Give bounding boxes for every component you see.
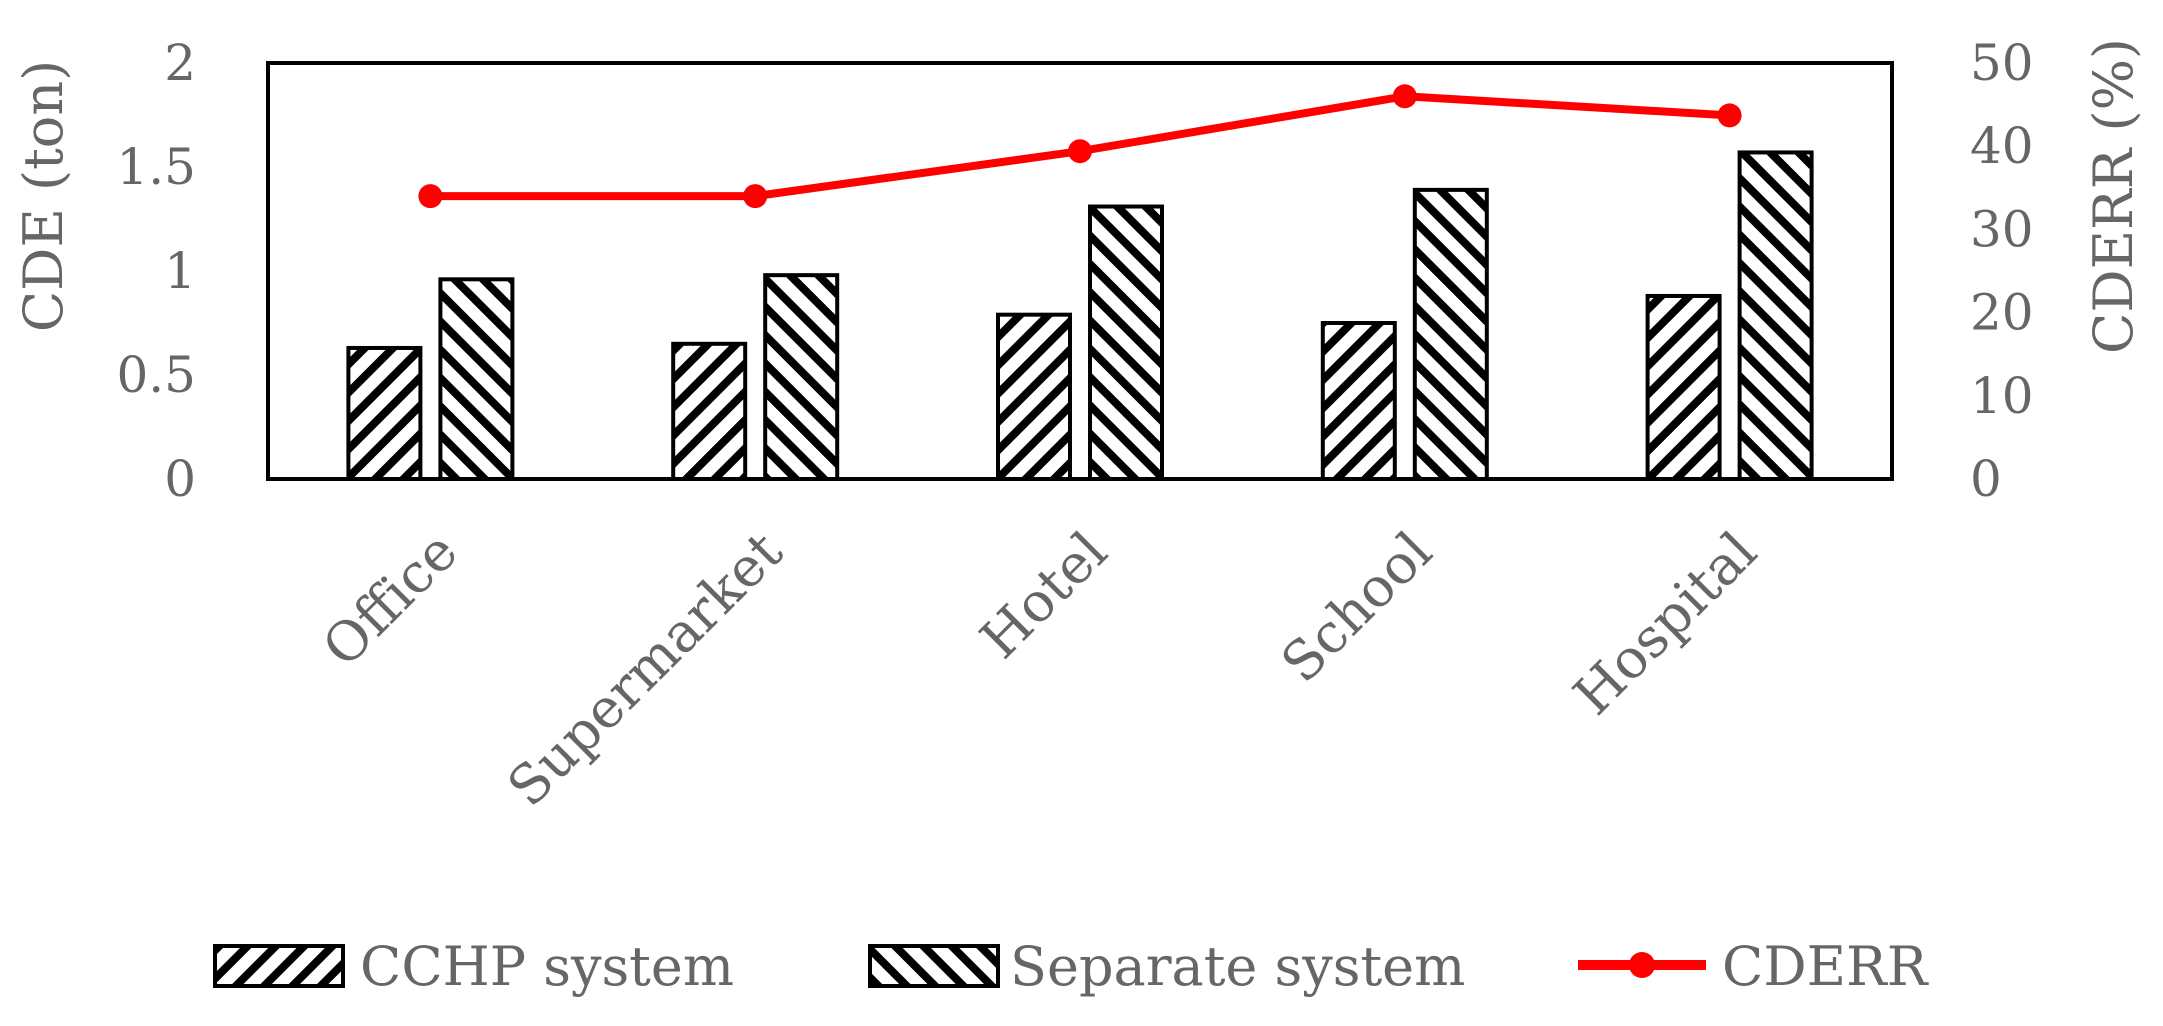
cderr-point-hospital: [1717, 103, 1742, 128]
bar-separate-hotel: [1088, 204, 1164, 482]
category-label-hospital: Hospital: [1561, 520, 1768, 727]
bar-separate-hospital: [1737, 150, 1814, 481]
left-tick-label: 1: [164, 242, 196, 300]
plot-area-border: [266, 61, 1894, 481]
bar-separate-office: [438, 277, 515, 481]
legend-label-cderr: CDERR: [1722, 935, 1929, 998]
category-label-school: School: [1269, 520, 1444, 695]
legend-item-cchp: CCHP system: [213, 935, 734, 998]
right-tick-label: 20: [1970, 284, 2034, 342]
category-label-office: Office: [310, 520, 469, 679]
bar-cchp-school: [1320, 321, 1397, 481]
left-axis-title: CDE (ton): [12, 60, 75, 332]
bar-separate-school: [1412, 187, 1489, 481]
cderr-point-supermarket: [743, 184, 768, 209]
legend-label-cchp: CCHP system: [360, 935, 734, 998]
cderr-line-layer: [418, 84, 1742, 209]
cderr-point-office: [418, 184, 443, 209]
left-tick-label: 1.5: [116, 138, 196, 196]
legend-swatch-cchp: [213, 944, 345, 988]
right-tick-label: 10: [1970, 367, 2034, 425]
category-label-hotel: Hotel: [968, 520, 1119, 671]
bar-separate-supermarket: [763, 273, 840, 481]
bars: [346, 150, 1814, 482]
left-tick-label: 0: [164, 450, 196, 508]
category-labels: Office Supermarket Hotel School Hospital: [310, 519, 1768, 818]
right-tick-label: 50: [1970, 34, 2034, 92]
left-tick-label: 0.5: [116, 346, 196, 404]
bar-cchp-hotel: [996, 312, 1072, 481]
legend-label-separate: Separate system: [1010, 935, 1465, 998]
cderr-point-school: [1392, 84, 1417, 109]
legend-item-separate: Separate system: [868, 935, 1465, 998]
left-axis-ticks: 0 0.5 1 1.5 2: [116, 34, 196, 508]
legend-item-cderr: CDERR: [1578, 935, 1929, 998]
plot-frame: [266, 61, 1894, 481]
legend: CCHP system Separate system CDERR: [213, 935, 1929, 998]
legend-swatch-separate: [868, 944, 1000, 988]
category-label-supermarket: Supermarket: [495, 519, 794, 818]
bar-cchp-supermarket: [671, 341, 748, 481]
left-tick-label: 2: [164, 34, 196, 92]
bar-cchp-office: [346, 345, 423, 481]
legend-marker-cderr: [1629, 952, 1655, 978]
right-tick-label: 40: [1970, 117, 2034, 175]
right-axis-title: CDERR (%): [2082, 38, 2145, 354]
right-tick-label: 30: [1970, 200, 2034, 258]
cderr-point-hotel: [1068, 139, 1092, 164]
right-axis-ticks: 0 10 20 30 40 50: [1970, 34, 2034, 508]
bar-cchp-hospital: [1645, 293, 1722, 481]
right-tick-label: 0: [1970, 450, 2002, 508]
